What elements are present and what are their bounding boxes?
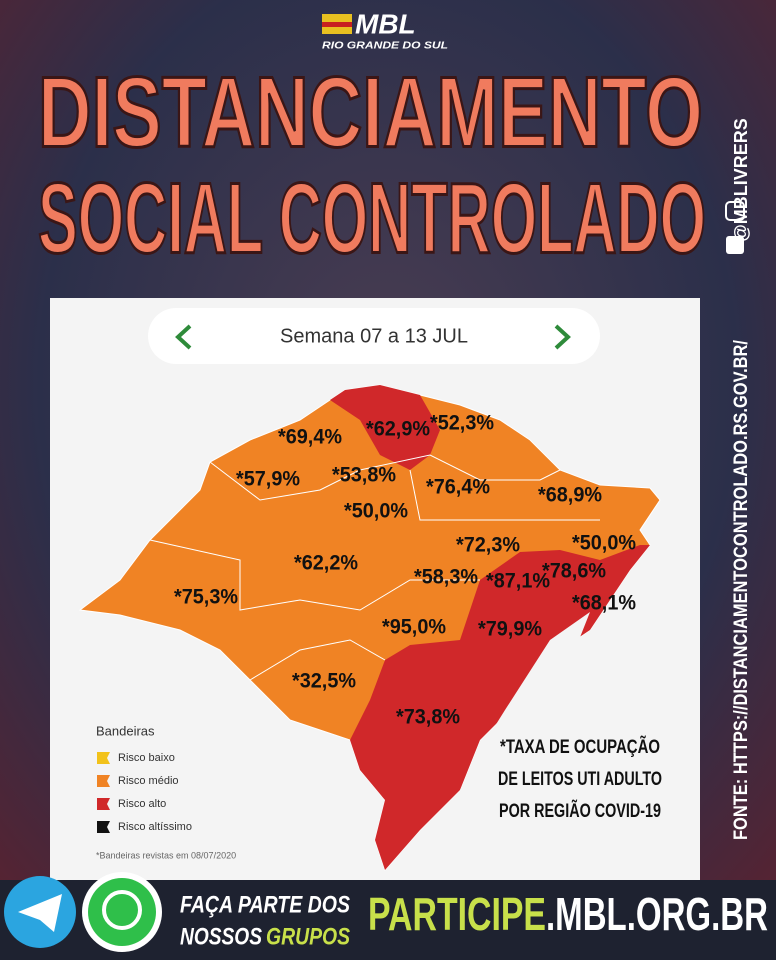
legend-label: Risco baixo	[118, 752, 175, 764]
logo-flag-stripe	[322, 22, 352, 27]
high-risk-region	[330, 385, 440, 470]
prev-week[interactable]	[175, 324, 192, 350]
join-line2: NOSSOS	[180, 923, 262, 950]
title-line1: DISTANCIAMENTO	[38, 56, 703, 168]
region-label: *62,9%	[366, 418, 430, 441]
title-line2: SOCIAL CONTROLADO	[38, 162, 706, 274]
legend-label: Risco altíssimo	[118, 821, 192, 833]
region-label: *76,4%	[426, 476, 490, 499]
join-line2-highlight: GRUPOS	[266, 923, 350, 950]
region-label: *58,3%	[414, 566, 478, 589]
region-label: *52,3%	[430, 412, 494, 435]
caption-line: POR REGIÃO COVID-19	[499, 800, 661, 822]
region-label: *79,9%	[478, 618, 542, 641]
region-label: *69,4%	[278, 426, 342, 449]
lagoon	[460, 612, 590, 800]
logo: MBL	[355, 8, 416, 39]
region-label: *78,6%	[542, 560, 606, 583]
region-label: *50,0%	[572, 532, 636, 555]
join-line1: FAÇA PARTE DOS	[180, 891, 350, 918]
caption-line: *TAXA DE OCUPAÇÃO	[500, 736, 660, 758]
whatsapp-icon	[88, 878, 156, 946]
telegram-plane	[18, 894, 62, 932]
legend-flag	[97, 821, 110, 833]
region-label: *68,1%	[572, 592, 636, 615]
region-label: *72,3%	[456, 534, 520, 557]
week-selector	[148, 308, 600, 364]
site-highlight[interactable]: PARTICIPE	[368, 888, 546, 940]
week-label: Semana 07 a 13 JUL	[280, 325, 468, 347]
legend-title: Bandeiras	[96, 723, 155, 738]
region-label: *50,0%	[344, 500, 408, 523]
social-handle: @MBLIVRERS	[731, 118, 751, 242]
facebook-icon	[726, 236, 744, 254]
legend-flag	[97, 752, 110, 764]
region-label: *32,5%	[292, 670, 356, 693]
instagram-icon	[725, 201, 745, 221]
next-week[interactable]	[554, 324, 571, 350]
site[interactable]: .MBL.ORG.BR	[546, 888, 768, 940]
region-label: *68,9%	[538, 484, 602, 507]
source: FONTE: HTTPS://DISTANCIAMENTOCONTROLADO.…	[731, 339, 752, 840]
region-label: *87,1%	[486, 570, 550, 593]
legend-label: Risco alto	[118, 798, 166, 810]
region-label: *73,8%	[396, 706, 460, 729]
legend-label: Risco médio	[118, 775, 179, 787]
region-label: *57,9%	[236, 468, 300, 491]
legend-flag	[97, 775, 110, 787]
legend-flag	[97, 798, 110, 810]
region-label: *75,3%	[174, 586, 238, 609]
region-label: *95,0%	[382, 616, 446, 639]
caption-line: DE LEITOS UTI ADULTO	[498, 769, 662, 790]
region-borders	[149, 454, 600, 681]
region-label: *62,2%	[294, 552, 358, 575]
logo-sub: RIO GRANDE DO SUL	[322, 41, 448, 52]
region-label: *53,8%	[332, 464, 396, 487]
whatsapp-phone	[102, 890, 142, 930]
note: *Bandeiras revistas em 08/07/2020	[96, 850, 236, 860]
